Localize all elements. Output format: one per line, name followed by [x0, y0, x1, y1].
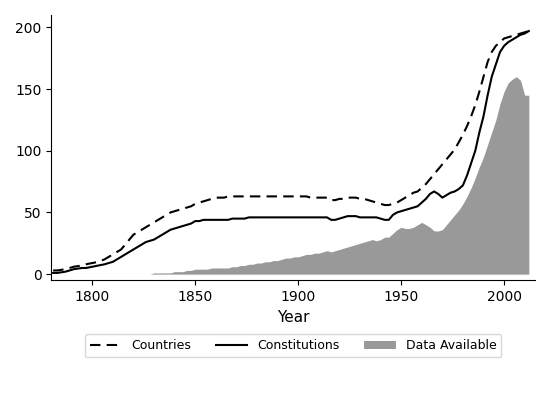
Legend: Countries, Constitutions, Data Available: Countries, Constitutions, Data Available: [85, 334, 502, 357]
X-axis label: Year: Year: [277, 310, 309, 324]
